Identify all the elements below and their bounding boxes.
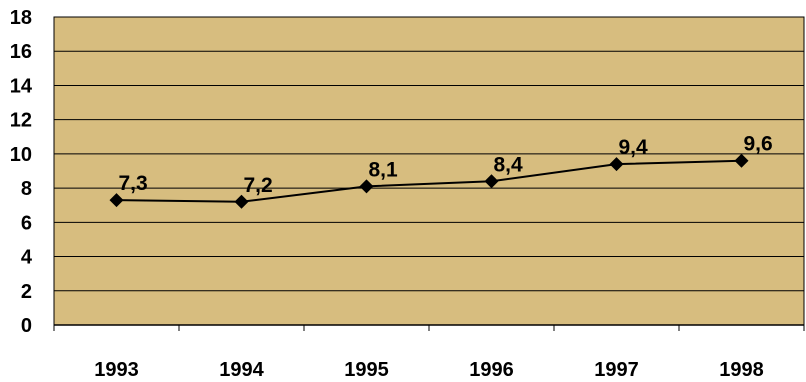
series	[109, 153, 749, 209]
y-tick-label: 0	[21, 315, 32, 337]
y-tick-label: 6	[21, 212, 32, 234]
data-point	[109, 193, 124, 208]
y-tick-label: 18	[10, 7, 32, 29]
data-label: 7,2	[244, 174, 273, 197]
x-tick-label: 1997	[594, 359, 639, 381]
data-label: 8,4	[494, 153, 524, 176]
y-tick-labels: 0 2 4 6 8 10 12 14 16 18	[10, 7, 33, 337]
axes	[53, 324, 805, 331]
y-tick-label: 8	[21, 178, 32, 200]
data-point	[359, 179, 374, 194]
x-tick-label: 1996	[469, 359, 514, 381]
x-tick-label: 1993	[94, 359, 139, 381]
x-tick-label: 1994	[219, 359, 264, 381]
y-tick-label: 16	[10, 41, 32, 63]
y-tick-label: 10	[10, 144, 32, 166]
y-tick-label: 2	[21, 281, 32, 303]
data-label: 8,1	[369, 158, 399, 181]
series-line	[116, 159, 742, 203]
y-tick-label: 14	[10, 75, 33, 97]
x-tick-label: 1998	[719, 359, 764, 381]
data-point	[609, 157, 624, 172]
data-labels: 7,3 7,2 8,1 8,4 9,4 9,6	[119, 133, 773, 197]
plot-area	[53, 16, 805, 326]
gridlines	[54, 16, 804, 292]
y-tick-label: 12	[10, 110, 32, 132]
y-tick-label: 4	[21, 247, 33, 269]
x-tick-labels: 1993 1994 1995 1996 1997 1998	[94, 359, 764, 381]
data-point	[234, 194, 249, 209]
data-label: 7,3	[119, 172, 148, 195]
data-label: 9,4	[619, 136, 649, 159]
x-tick-label: 1995	[344, 359, 389, 381]
data-point	[734, 153, 749, 168]
data-label: 9,6	[744, 133, 773, 156]
data-point	[484, 174, 499, 189]
